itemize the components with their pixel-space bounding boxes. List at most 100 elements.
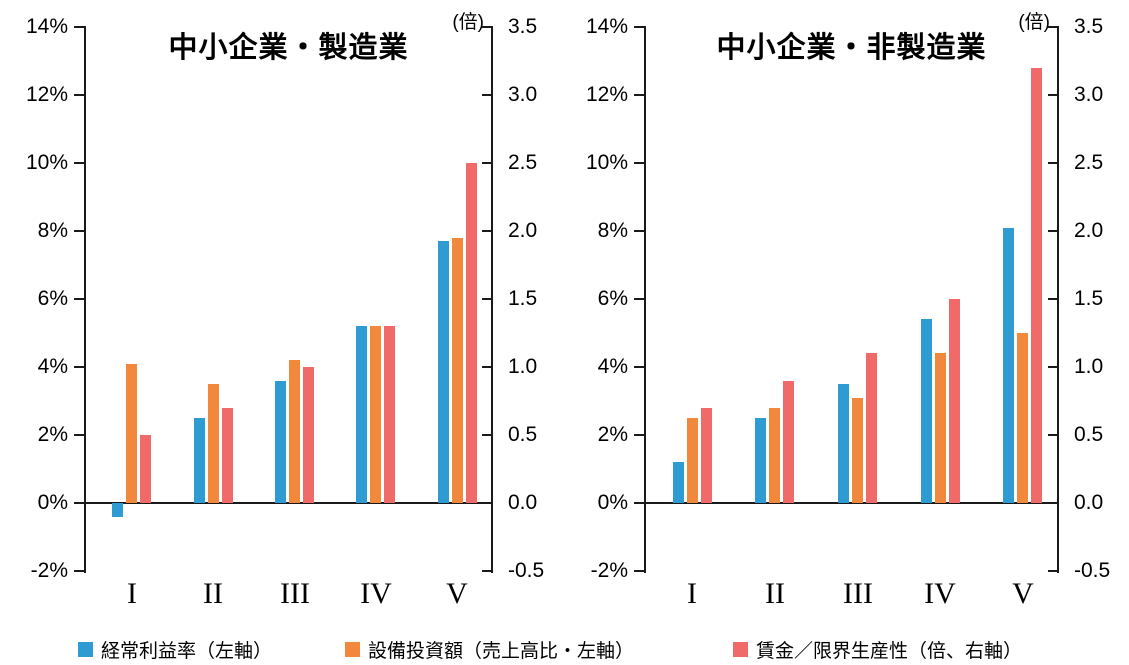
right-axis-tick-label: 3.5 xyxy=(1074,15,1104,38)
bar-series2-I xyxy=(140,435,151,503)
left-axis-tick-label: 12% xyxy=(585,83,628,106)
legend-item-wage-marginal-productivity: 賃金／限界生産性（倍、右軸） xyxy=(733,636,1022,663)
zero-baseline xyxy=(85,502,492,504)
left-axis-tick xyxy=(74,298,84,300)
right-axis-tick xyxy=(482,366,492,368)
bar-series0-II xyxy=(755,418,766,503)
zero-baseline xyxy=(645,502,1058,504)
right-axis-tick-label: 1.5 xyxy=(508,287,538,310)
right-axis-unit-label: (倍) xyxy=(452,12,484,33)
bar-series2-IV xyxy=(384,326,395,503)
left-axis-tick-label: 6% xyxy=(37,287,68,310)
bar-series0-II xyxy=(194,418,205,503)
bar-series0-I xyxy=(673,462,684,503)
x-category-label: II xyxy=(203,577,223,610)
right-axis-tick xyxy=(482,26,492,28)
left-axis-tick xyxy=(634,230,644,232)
plot-area: 14% 3.5 12% 3.0 10% 2.5 8% 2.0 6% 1.5 4% 1.0 2% 0.5 0%… xyxy=(560,0,1129,632)
left-axis-tick-label: 12% xyxy=(25,83,68,106)
left-axis-line xyxy=(644,26,646,573)
legend-item-capital-investment: 設備投資額（売上高比・左軸） xyxy=(345,636,634,663)
left-axis-tick-label: 10% xyxy=(25,151,68,174)
left-axis-tick xyxy=(74,502,84,504)
right-axis-tick-label: 3.5 xyxy=(508,15,538,38)
bar-series2-IV xyxy=(949,299,960,503)
right-axis-tick xyxy=(1048,434,1058,436)
left-axis-tick-label: 10% xyxy=(585,151,628,174)
bar-series2-III xyxy=(866,353,877,503)
right-axis-tick-label: 0.5 xyxy=(1074,423,1104,446)
left-axis-tick-label: 4% xyxy=(37,355,68,378)
bar-series1-IV xyxy=(935,353,946,503)
x-category-label: I xyxy=(687,577,697,610)
left-axis-tick-label: -2% xyxy=(30,559,68,582)
left-axis-tick-label: -2% xyxy=(590,559,628,582)
right-axis-line xyxy=(1057,26,1059,573)
bar-series1-II xyxy=(769,408,780,503)
bar-series2-I xyxy=(701,408,712,503)
left-axis-tick xyxy=(74,366,84,368)
legend-item-ordinary-profit-margin: 経常利益率（左軸） xyxy=(78,636,272,663)
right-axis-tick-label: 2.0 xyxy=(1074,219,1104,242)
bar-series0-III xyxy=(838,384,849,503)
right-axis-tick xyxy=(1048,366,1058,368)
legend-label: 賃金／限界生産性（倍、右軸） xyxy=(756,641,1023,662)
left-axis-tick-label: 4% xyxy=(597,355,628,378)
x-category-label: II xyxy=(765,577,785,610)
right-axis-tick-label: 2.5 xyxy=(508,151,538,174)
bar-series2-II xyxy=(783,381,794,503)
right-axis-tick xyxy=(1048,298,1058,300)
bar-series1-I xyxy=(687,418,698,503)
left-axis-tick xyxy=(74,26,84,28)
right-axis-tick-label: -0.5 xyxy=(508,559,545,582)
x-category-label: IV xyxy=(924,577,956,610)
bar-series1-IV xyxy=(370,326,381,503)
left-axis-tick-label: 14% xyxy=(25,15,68,38)
left-axis-tick xyxy=(74,94,84,96)
left-axis-tick-label: 2% xyxy=(597,423,628,446)
legend-swatch-red xyxy=(733,642,748,657)
left-axis-tick xyxy=(634,434,644,436)
right-axis-tick-label: 1.5 xyxy=(1074,287,1104,310)
bar-series2-III xyxy=(303,367,314,503)
left-axis-tick xyxy=(634,26,644,28)
left-axis-tick xyxy=(634,298,644,300)
bar-series0-III xyxy=(275,381,286,503)
right-axis-tick xyxy=(482,298,492,300)
chart-smes-nonmanufacturing: 中小企業・非製造業 (倍) 14% 3.5 12% 3.0 10% 2.5 8% 2.0 6% 1… xyxy=(560,0,1129,632)
left-axis-tick xyxy=(74,162,84,164)
right-axis-tick-label: 3.0 xyxy=(1074,83,1104,106)
chart-smes-manufacturing: 中小企業・製造業 (倍) 14% 3.5 12% 3.0 10% 2.5 8% 2.0 6% 1.… xyxy=(0,0,560,632)
right-axis-unit-label: (倍) xyxy=(1018,12,1050,33)
bar-series0-V xyxy=(438,241,449,503)
left-axis-tick xyxy=(74,230,84,232)
right-axis-tick xyxy=(482,570,492,572)
right-axis-tick-label: 0.0 xyxy=(1074,491,1104,514)
left-axis-tick xyxy=(634,502,644,504)
right-axis-tick-label: 3.0 xyxy=(508,83,538,106)
left-axis-tick xyxy=(634,570,644,572)
right-axis-tick xyxy=(1048,26,1058,28)
chart-title: 中小企業・製造業 xyxy=(168,32,409,64)
bar-series1-V xyxy=(1017,333,1028,503)
right-axis-tick-label: 0.0 xyxy=(508,491,538,514)
right-axis-tick-label: 1.0 xyxy=(1074,355,1104,378)
left-axis-tick xyxy=(74,434,84,436)
right-axis-tick xyxy=(1048,162,1058,164)
left-axis-tick-label: 0% xyxy=(37,491,68,514)
left-axis-tick xyxy=(634,162,644,164)
bar-series0-I xyxy=(112,503,123,517)
bar-series0-V xyxy=(1003,228,1014,503)
left-axis-line xyxy=(84,26,86,573)
right-axis-tick-label: 2.0 xyxy=(508,219,538,242)
right-axis-tick xyxy=(482,162,492,164)
chart-title: 中小企業・非製造業 xyxy=(716,32,987,64)
right-axis-tick xyxy=(1048,94,1058,96)
right-axis-tick-label: 0.5 xyxy=(508,423,538,446)
right-axis-tick xyxy=(1048,230,1058,232)
right-axis-line xyxy=(491,26,493,573)
legend-swatch-blue xyxy=(78,642,93,657)
bar-series1-III xyxy=(289,360,300,503)
right-axis-tick-label: 2.5 xyxy=(1074,151,1104,174)
left-axis-tick-label: 8% xyxy=(37,219,68,242)
